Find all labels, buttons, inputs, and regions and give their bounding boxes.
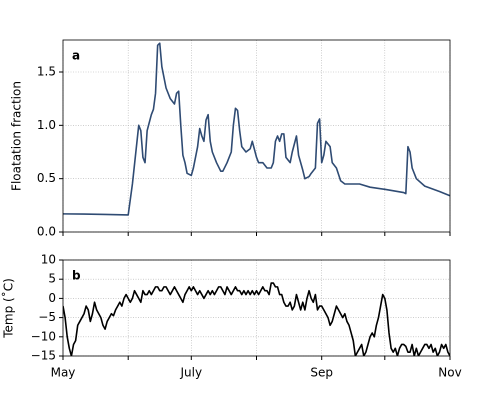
x-tick-label: May (51, 366, 76, 380)
y-tick-label: 5 (48, 272, 56, 286)
y-tick-label: 10 (41, 253, 56, 267)
y-tick-label: 0.0 (37, 225, 56, 239)
y-tick-label: 1.0 (37, 118, 56, 132)
plot-frame (62, 39, 451, 233)
y-tick-label: 0 (48, 291, 56, 305)
y-tick-label: 0.5 (37, 171, 56, 185)
x-tick-label: July (180, 366, 203, 380)
y-tick-label: −15 (31, 349, 56, 363)
panel-label: b (72, 269, 81, 283)
data-line (63, 282, 450, 356)
x-tick-label: Sep (310, 366, 333, 380)
y-tick-label: 1.5 (37, 65, 56, 79)
x-tick-label: Nov (438, 366, 461, 380)
data-line (63, 42, 450, 216)
y-axis-label: Temp (˚C) (1, 278, 16, 339)
plot-frame (62, 259, 451, 357)
y-tick-label: −5 (38, 310, 56, 324)
y-tick-label: −10 (31, 329, 56, 343)
y-axis-label: Floatation fraction (10, 81, 24, 191)
panel-label: a (72, 49, 80, 63)
